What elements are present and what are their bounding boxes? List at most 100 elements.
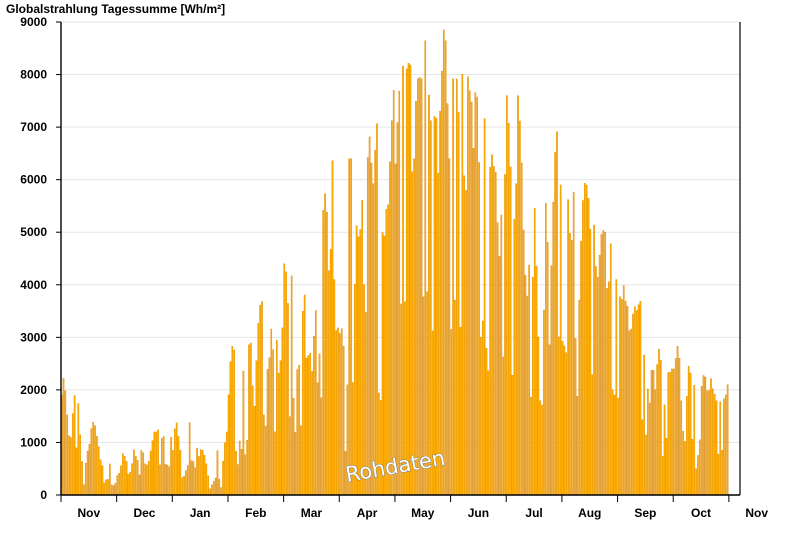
bar bbox=[303, 294, 306, 496]
bar bbox=[155, 431, 158, 496]
bar bbox=[485, 348, 488, 496]
bar bbox=[77, 403, 80, 496]
bar bbox=[122, 453, 124, 496]
bar bbox=[615, 279, 618, 496]
bar bbox=[298, 365, 300, 496]
bar bbox=[608, 281, 610, 496]
bar bbox=[396, 122, 399, 496]
bar bbox=[340, 328, 343, 496]
bar bbox=[394, 163, 397, 496]
bar bbox=[726, 384, 729, 496]
bar bbox=[550, 265, 553, 496]
bar bbox=[105, 479, 107, 496]
bar bbox=[144, 463, 146, 496]
bar bbox=[515, 183, 517, 496]
bar bbox=[402, 65, 404, 496]
bar bbox=[691, 439, 694, 496]
bar bbox=[673, 368, 675, 496]
bar bbox=[333, 279, 336, 496]
y-tick-label: 3000 bbox=[20, 330, 47, 344]
bar bbox=[186, 465, 189, 496]
bar bbox=[216, 450, 219, 496]
x-tick-label: Dec bbox=[133, 506, 155, 520]
bar bbox=[502, 356, 504, 496]
bar bbox=[75, 447, 78, 496]
x-tick-label: Oct bbox=[691, 506, 711, 520]
bar bbox=[207, 475, 209, 496]
bar bbox=[290, 275, 293, 496]
bar bbox=[244, 454, 247, 496]
bar bbox=[101, 465, 104, 496]
bar bbox=[687, 365, 690, 496]
bar bbox=[268, 357, 271, 496]
bar bbox=[576, 396, 579, 496]
bar bbox=[487, 370, 490, 496]
bar bbox=[660, 360, 662, 496]
bar bbox=[506, 95, 508, 496]
bar bbox=[561, 341, 564, 496]
bar bbox=[177, 436, 180, 496]
bar bbox=[159, 464, 161, 496]
bar bbox=[545, 203, 547, 496]
x-tick-label: Jul bbox=[525, 506, 542, 520]
bar bbox=[509, 166, 512, 496]
bar bbox=[231, 346, 234, 496]
bar bbox=[339, 333, 341, 496]
bar bbox=[532, 276, 534, 496]
bar bbox=[301, 311, 304, 496]
x-tick-label: Jan bbox=[190, 506, 211, 520]
bar bbox=[309, 352, 312, 496]
bar bbox=[90, 428, 93, 496]
y-tick-label: 7000 bbox=[20, 120, 47, 134]
bar bbox=[409, 64, 412, 496]
bar bbox=[148, 461, 150, 496]
bar bbox=[170, 437, 172, 496]
bar bbox=[109, 463, 111, 496]
bar bbox=[161, 437, 163, 496]
bar bbox=[697, 455, 699, 496]
bar bbox=[587, 198, 590, 496]
bar bbox=[611, 389, 614, 496]
bar bbox=[335, 330, 338, 496]
bar bbox=[450, 329, 453, 496]
bar bbox=[142, 452, 145, 496]
x-tick-label: Sep bbox=[634, 506, 656, 520]
bar bbox=[585, 184, 588, 496]
bar bbox=[311, 371, 313, 496]
bar bbox=[686, 396, 688, 496]
bar bbox=[64, 390, 67, 496]
bar bbox=[259, 304, 261, 496]
bar bbox=[366, 157, 369, 496]
bar bbox=[715, 400, 718, 496]
bar bbox=[287, 303, 289, 496]
y-tick-label: 5000 bbox=[20, 225, 47, 239]
bar bbox=[641, 419, 644, 496]
bar bbox=[88, 444, 91, 496]
bar bbox=[504, 174, 506, 496]
bar bbox=[442, 29, 445, 496]
bar bbox=[635, 310, 638, 496]
bar bbox=[326, 211, 328, 496]
bar bbox=[415, 101, 417, 496]
bar bbox=[580, 241, 582, 496]
bar bbox=[417, 78, 419, 496]
bar bbox=[600, 234, 603, 496]
bar bbox=[81, 461, 83, 496]
bar bbox=[537, 336, 540, 496]
bar bbox=[376, 123, 378, 496]
bar bbox=[420, 78, 423, 496]
bar bbox=[465, 190, 467, 496]
bar bbox=[463, 175, 466, 496]
x-tick-label: Nov bbox=[745, 506, 768, 520]
bar bbox=[658, 349, 660, 496]
bar bbox=[233, 349, 235, 496]
bar bbox=[472, 148, 475, 496]
bar bbox=[212, 481, 215, 496]
bar bbox=[461, 74, 464, 496]
bar bbox=[103, 482, 106, 496]
y-tick-label: 1000 bbox=[20, 435, 47, 449]
bar bbox=[307, 355, 310, 496]
bar bbox=[548, 344, 551, 496]
bar bbox=[702, 375, 705, 496]
bar bbox=[296, 369, 299, 496]
